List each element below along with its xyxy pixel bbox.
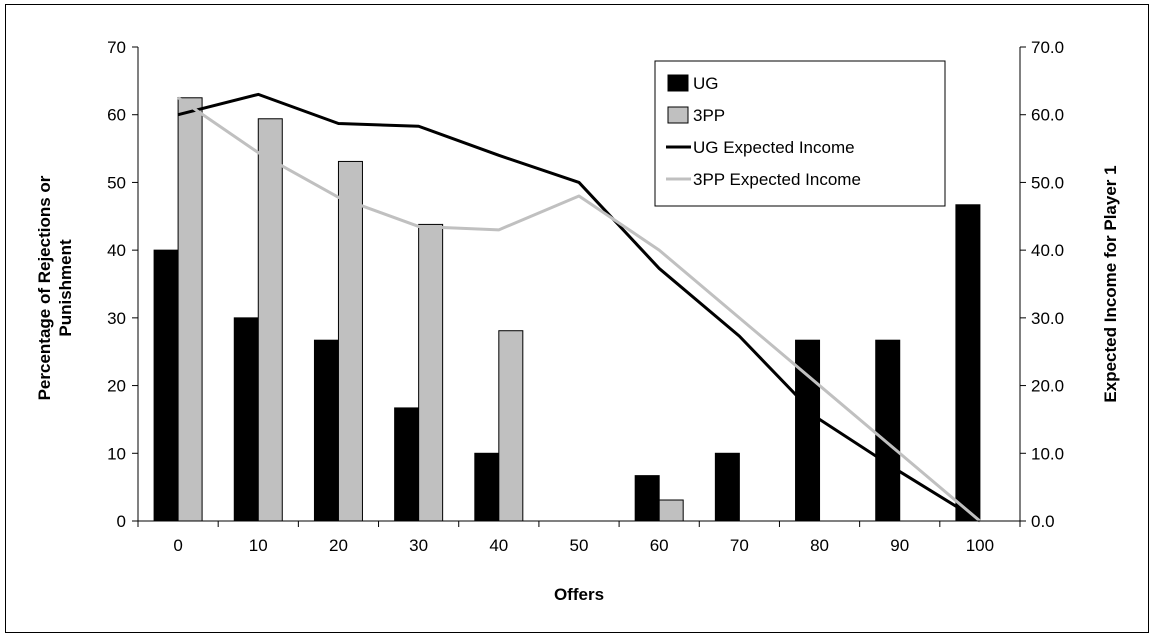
legend-ug-swatch [667, 74, 689, 92]
y-axis-title: Percentage of Rejections or Punishment [35, 175, 75, 400]
x-tick-label: 50 [570, 536, 589, 555]
legend-3pp-expected-income-label: 3PP Expected Income [693, 170, 861, 189]
x-tick-label: 60 [650, 536, 669, 555]
bar-ug-0 [153, 249, 179, 522]
bar-ug-30 [394, 407, 420, 522]
x-tick-label: 70 [730, 536, 749, 555]
right-tick-label: 60.0 [1031, 106, 1064, 125]
left-tick-label: 40 [107, 241, 126, 260]
y2-axis-title: Expected Income for Player 1 [1101, 165, 1120, 402]
bar-ug-90 [875, 339, 901, 522]
legend-ug-expected-income-label: UG Expected Income [693, 138, 855, 157]
x-tick-label: 100 [966, 536, 994, 555]
bar-3pp-30 [418, 223, 444, 522]
right-tick-label: 10.0 [1031, 444, 1064, 463]
legend-ug-label: UG [693, 74, 719, 93]
bar-3pp-10 [257, 118, 283, 522]
bar-3pp-0 [177, 97, 203, 522]
bar-3pp-60 [658, 499, 684, 522]
x-tick-label: 90 [890, 536, 909, 555]
bar-ug-10 [233, 317, 259, 522]
line-ug-expected-income [177, 92, 981, 523]
x-axis-title: Offers [554, 585, 604, 604]
x-tick-label: 0 [173, 536, 182, 555]
line-3pp-expected-income [177, 96, 981, 523]
bar-ug-20 [313, 339, 339, 522]
lines-layer [177, 92, 981, 523]
left-tick-label: 10 [107, 444, 126, 463]
x-tick-label: 30 [409, 536, 428, 555]
right-tick-label: 50.0 [1031, 173, 1064, 192]
legend-3pp-swatch [667, 106, 689, 124]
left-tick-label: 0 [117, 512, 126, 531]
bar-ug-60 [634, 475, 660, 522]
x-tick-label: 20 [329, 536, 348, 555]
x-tick-label: 80 [810, 536, 829, 555]
left-tick-label: 60 [107, 106, 126, 125]
legend-box [654, 60, 946, 207]
left-tick-label: 30 [107, 309, 126, 328]
bar-ug-100 [955, 204, 981, 522]
legend: UG 3PP UG Expected Income 3PP Expected Inco… [654, 60, 946, 207]
x-tick-label: 40 [489, 536, 508, 555]
right-tick-label: 40.0 [1031, 241, 1064, 260]
right-tick-label: 70.0 [1031, 38, 1064, 57]
axis-titles: Offers Percentage of Rejections or Punishm… [35, 165, 1120, 604]
x-tick-label: 10 [249, 536, 268, 555]
bar-3pp-40 [498, 330, 524, 522]
right-tick-label: 30.0 [1031, 309, 1064, 328]
bar-3pp-20 [337, 160, 363, 522]
y-axis-title-line: Percentage of Rejections or [35, 175, 54, 400]
left-tick-label: 50 [107, 173, 126, 192]
legend-3pp-label: 3PP [693, 106, 725, 125]
left-tick-label: 70 [107, 38, 126, 57]
bars-layer [153, 97, 981, 522]
left-tick-label: 20 [107, 377, 126, 396]
y-axis-title-line: Punishment [56, 239, 75, 337]
right-tick-label: 20.0 [1031, 377, 1064, 396]
right-tick-label: 0.0 [1031, 512, 1055, 531]
bar-ug-70 [714, 452, 740, 522]
bar-ug-40 [474, 452, 500, 522]
axes-layer: 0 10 20 30 40 50 60 70 0.0 10.0 20.0 30.0 40.0 50.0 60… [107, 38, 1064, 555]
